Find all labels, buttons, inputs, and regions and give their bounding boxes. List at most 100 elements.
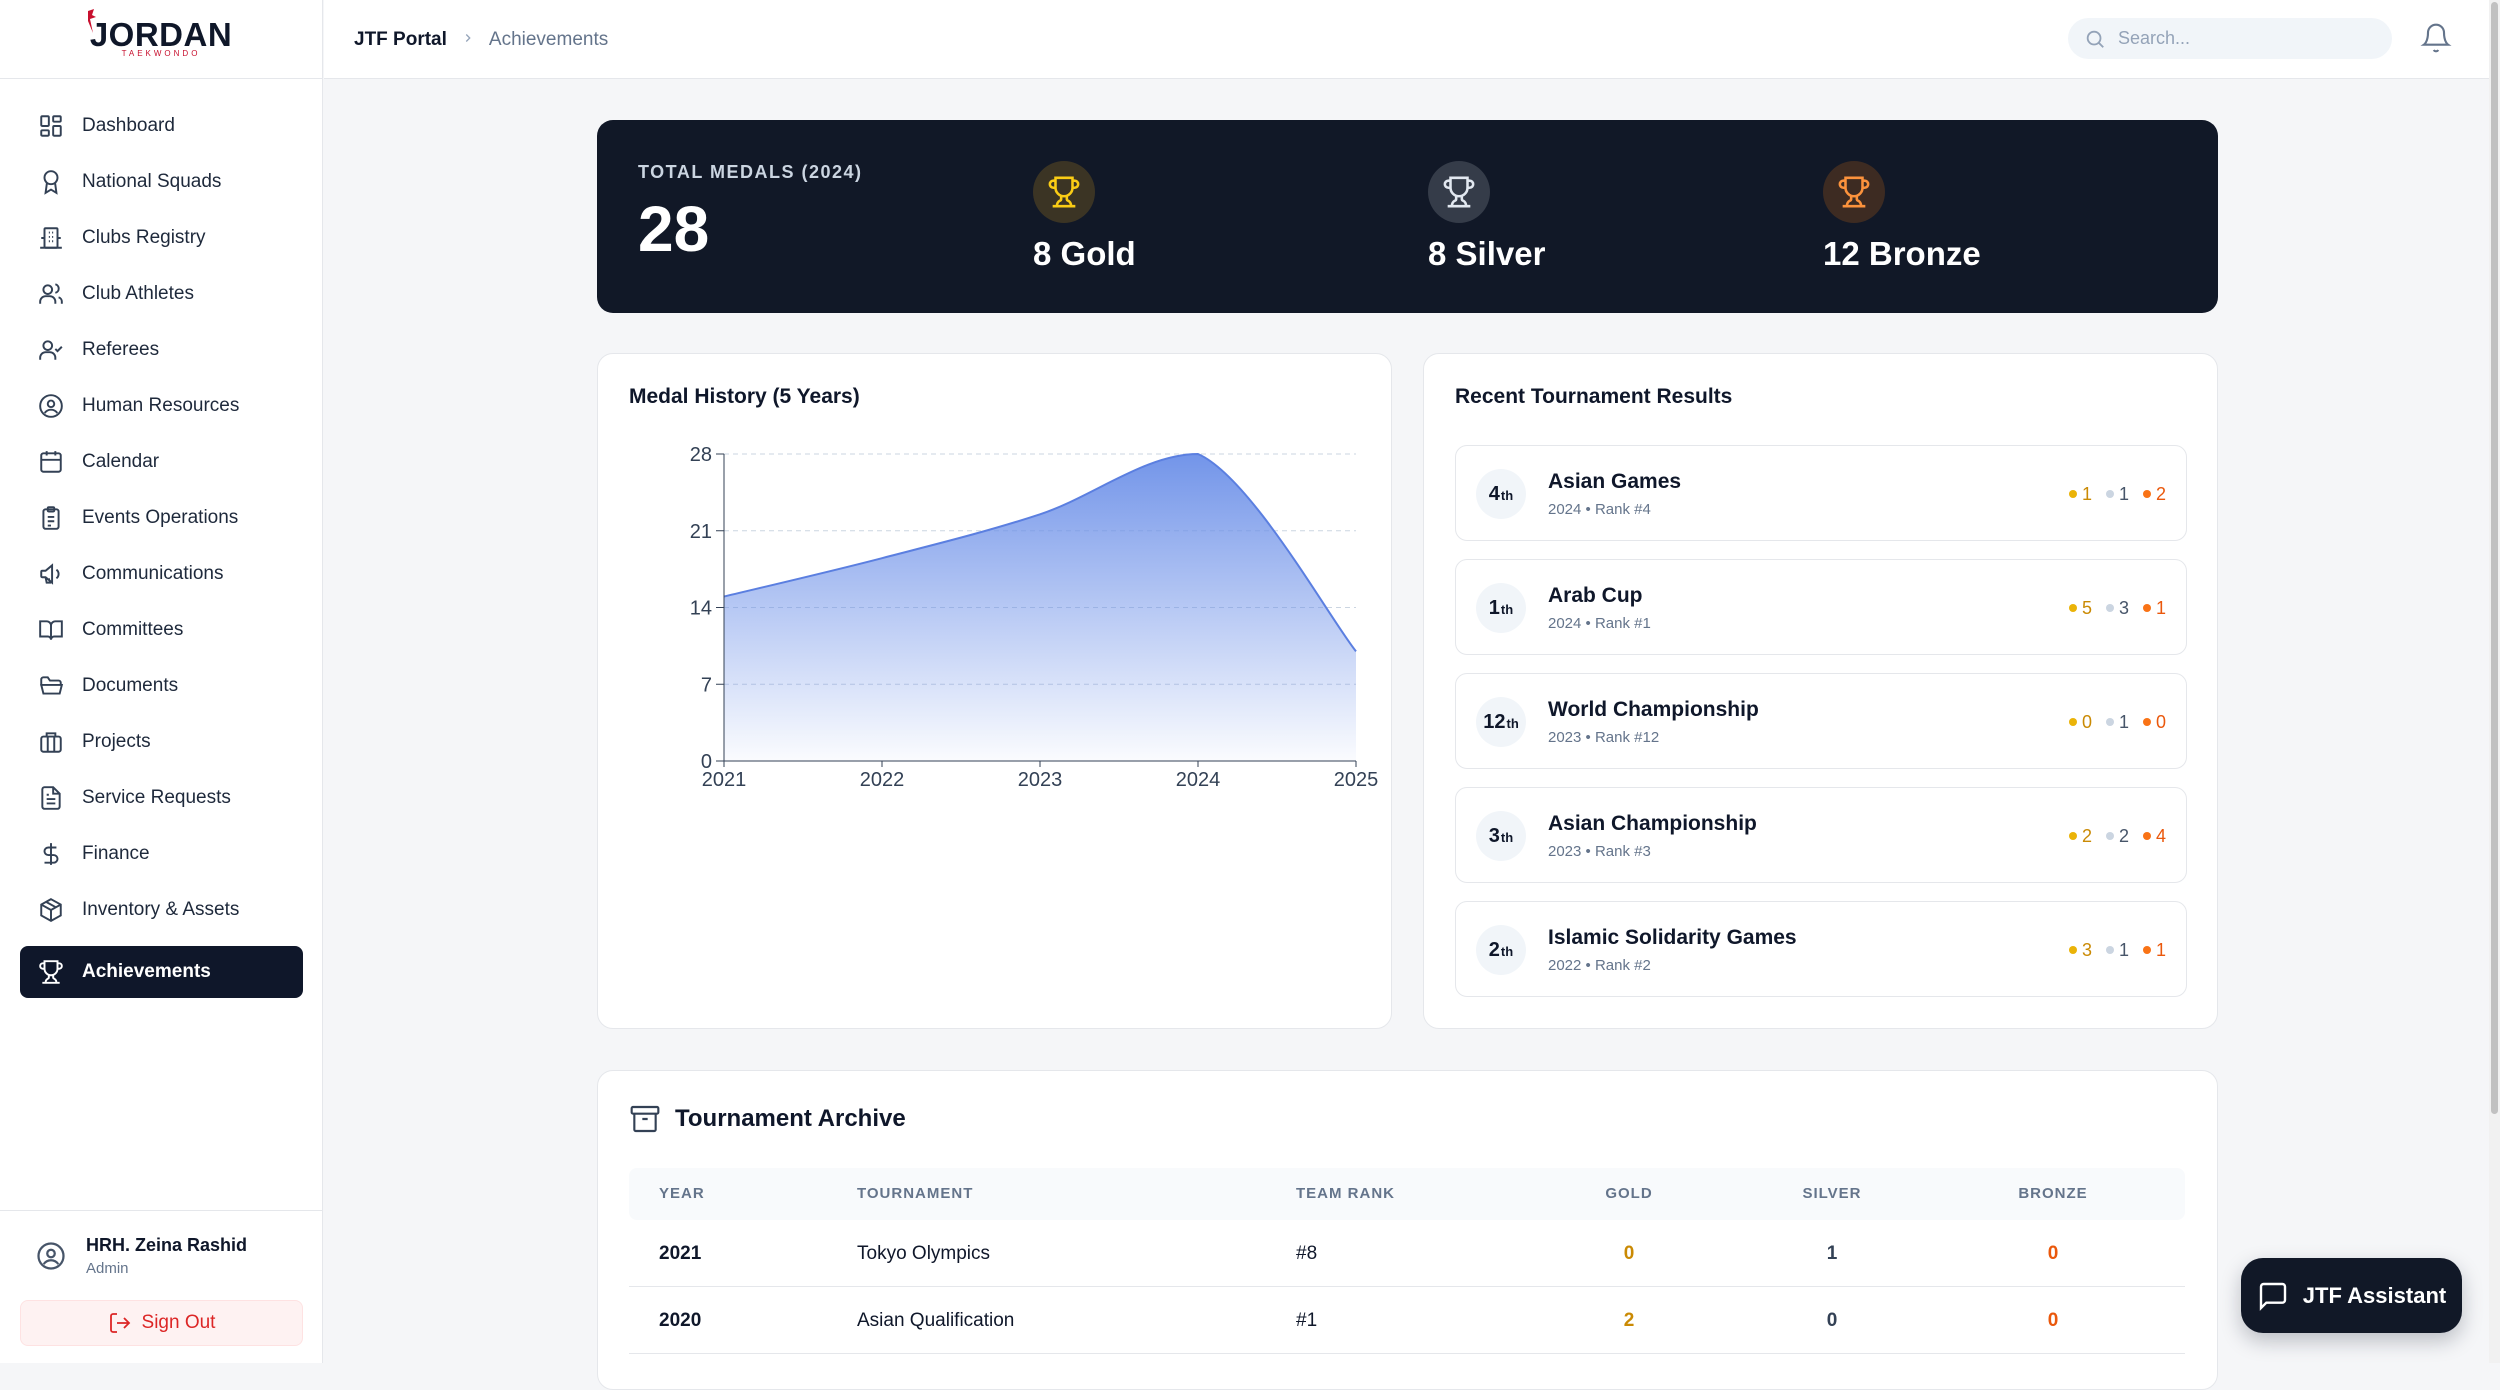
sidebar-item-label: Inventory & Assets: [82, 899, 240, 920]
medal-counts: 2 2 4: [2055, 788, 2166, 884]
rank-suffix: th: [1500, 829, 1514, 845]
table-row[interactable]: 2021 Tokyo Olympics #8 0 1 0: [629, 1220, 2185, 1287]
gold-value: 5: [2081, 597, 2092, 618]
column-header-team-rank[interactable]: TEAM RANK: [1296, 1185, 1395, 1202]
sidebar-item-communications[interactable]: Communications: [20, 548, 303, 600]
sign-out-button[interactable]: Sign Out: [20, 1300, 303, 1346]
rank-number: 1: [1488, 596, 1500, 619]
file-text-icon: [38, 785, 64, 811]
tournament-meta: 2022 • Rank #2: [1548, 957, 1651, 974]
sidebar-item-dashboard[interactable]: Dashboard: [20, 100, 303, 152]
medal-counts: 0 1 0: [2055, 674, 2166, 770]
silver-count: 8 Silver: [1428, 235, 1546, 272]
sidebar-item-events-operations[interactable]: Events Operations: [20, 492, 303, 544]
chart-line: [723, 452, 1357, 652]
column-header-bronze[interactable]: BRONZE: [2018, 1185, 2088, 1202]
jtf-assistant-button[interactable]: JTF Assistant: [2241, 1258, 2462, 1333]
sidebar-item-calendar[interactable]: Calendar: [20, 436, 303, 488]
notification-bell-icon[interactable]: [2420, 22, 2452, 54]
medal-counts: 5 3 1: [2055, 560, 2166, 656]
logo[interactable]: JORDAN TAEKWONDO: [0, 0, 322, 79]
tournament-name: Asian Championship: [1548, 812, 1757, 835]
assistant-label: JTF Assistant: [2302, 1282, 2447, 1308]
sidebar-item-label: Calendar: [82, 451, 160, 472]
megaphone-icon: [38, 561, 64, 587]
total-medals-label: TOTAL MEDALS (2024): [638, 162, 863, 182]
users-icon: [38, 281, 64, 307]
user-profile[interactable]: HRH. Zeina Rashid Admin: [36, 1235, 247, 1277]
sidebar-item-inventory-assets[interactable]: Inventory & Assets: [20, 884, 303, 936]
breadcrumb-root[interactable]: JTF Portal: [354, 28, 447, 50]
cell-bronze: 0: [2047, 1243, 2059, 1264]
medal-counts: 3 1 1: [2055, 902, 2166, 998]
column-header-gold[interactable]: GOLD: [1605, 1185, 1653, 1202]
clipboard-icon: [38, 505, 64, 531]
medal-counts: 1 1 2: [2055, 446, 2166, 542]
bronze-medal-stat: 12 Bronze: [1823, 161, 1981, 273]
gold-count: 5: [2068, 597, 2092, 619]
sidebar-item-label: Clubs Registry: [82, 227, 206, 248]
scrollbar-thumb[interactable]: [2491, 2, 2498, 1114]
sidebar-item-documents[interactable]: Documents: [20, 660, 303, 712]
user-check-icon: [38, 337, 64, 363]
bronze-value: 1: [2155, 597, 2166, 618]
sidebar-item-service-requests[interactable]: Service Requests: [20, 772, 303, 824]
logout-icon: [109, 1313, 130, 1333]
column-header-tournament[interactable]: TOURNAMENT: [857, 1185, 974, 1202]
search-input[interactable]: [2116, 27, 2376, 50]
gold-count: 0: [2068, 712, 2092, 733]
tournament-meta: 2024 • Rank #4: [1548, 501, 1651, 518]
user-role: Admin: [86, 1260, 129, 1277]
sidebar-item-finance[interactable]: Finance: [20, 828, 303, 880]
sidebar-item-achievements[interactable]: Achievements: [20, 946, 303, 998]
gold-trophy-icon: [1033, 161, 1095, 223]
column-header-silver[interactable]: SILVER: [1802, 1185, 1862, 1202]
x-tick-label: 2021: [702, 769, 747, 791]
package-icon: [38, 897, 64, 923]
tournament-meta: 2023 • Rank #3: [1548, 843, 1651, 860]
award-icon: [38, 169, 64, 195]
gold-count: 1: [2068, 484, 2092, 505]
bronze-count: 12 Bronze: [1823, 235, 1981, 272]
cell-tournament: Asian Qualification: [857, 1310, 1015, 1331]
tournament-name: World Championship: [1548, 698, 1759, 721]
bronze-value: 4: [2155, 825, 2166, 846]
rank-suffix: th: [1500, 943, 1514, 959]
cell-year: 2021: [659, 1243, 702, 1264]
silver-value: 2: [2118, 825, 2129, 846]
dollar-icon: [38, 841, 64, 867]
cell-rank: #1: [1296, 1310, 1318, 1331]
gold-value: 3: [2081, 939, 2092, 960]
results-title: Recent Tournament Results: [1455, 385, 1733, 408]
search-box[interactable]: [2068, 18, 2392, 59]
sidebar-item-referees[interactable]: Referees: [20, 324, 303, 376]
building-icon: [38, 225, 64, 251]
sidebar-item-club-athletes[interactable]: Club Athletes: [20, 268, 303, 320]
silver-count: 1: [2105, 483, 2129, 505]
sidebar-item-human-resources[interactable]: Human Resources: [20, 380, 303, 432]
avatar-icon: [37, 1242, 65, 1270]
calendar-icon: [38, 449, 64, 475]
sidebar-item-clubs-registry[interactable]: Clubs Registry: [20, 212, 303, 264]
cell-bronze: 0: [2047, 1310, 2059, 1331]
sidebar-item-label: Events Operations: [82, 507, 239, 528]
x-tick-label: 2025: [1334, 769, 1379, 791]
bronze-count: 0: [2142, 712, 2166, 733]
medal-history-chart: 0 7 14 21 28 2021 2022 2023 2024 2025: [690, 444, 1379, 791]
sidebar-item-committees[interactable]: Committees: [20, 604, 303, 656]
silver-count: 3: [2105, 598, 2129, 619]
column-header-year[interactable]: YEAR: [659, 1185, 705, 1202]
sidebar-item-national-squads[interactable]: National Squads: [20, 156, 303, 208]
sidebar-item-projects[interactable]: Projects: [20, 716, 303, 768]
table-row[interactable]: 2020 Asian Qualification #1 2 0 0: [629, 1287, 2185, 1354]
total-medals-value: 28: [638, 193, 710, 265]
gold-count: 3: [2068, 939, 2092, 961]
silver-value: 1: [2118, 483, 2129, 504]
